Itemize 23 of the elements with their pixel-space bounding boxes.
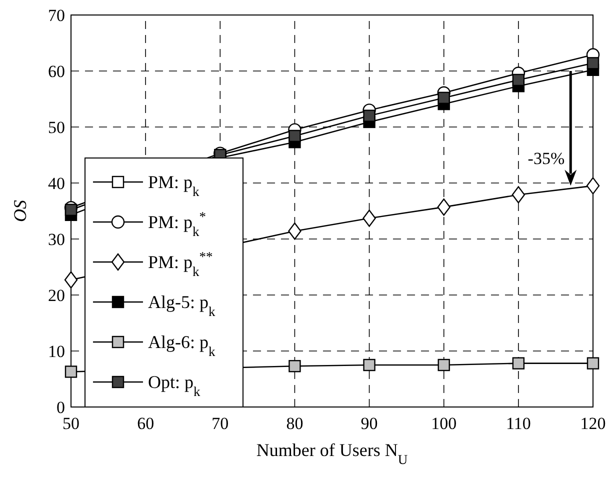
x-axis-title: Number of Users N$_{U}$: [256, 440, 408, 466]
x-tick-label: 70: [212, 414, 229, 433]
annotation: -35%: [528, 148, 565, 168]
legend-label: Alg-6: p$_{k}$: [148, 332, 216, 358]
x-tick-label: 110: [506, 414, 531, 433]
x-tick-label: 60: [137, 414, 154, 433]
y-tick-label: 70: [48, 6, 65, 25]
y-tick-label: 40: [48, 174, 65, 193]
y-tick-label: 50: [48, 118, 65, 137]
y-tick-label: 30: [48, 230, 65, 249]
y-tick-label: 10: [48, 342, 65, 361]
y-tick-label: 20: [48, 286, 65, 305]
legend-label: PM: p$_{k}$: [148, 172, 200, 198]
legend-label: Opt: p$_{k}$: [148, 372, 201, 398]
x-tick-label: 80: [286, 414, 304, 433]
y-tick-label: 60: [48, 62, 65, 81]
legend-label: Alg-5: p$_{k}$: [148, 292, 216, 318]
y-tick-label: 0: [56, 398, 65, 417]
x-tick-label: 100: [431, 414, 457, 433]
x-tick-label: 50: [62, 414, 80, 433]
y-axis-title: OS: [10, 200, 30, 222]
x-tick-label: 90: [360, 414, 378, 433]
x-tick-label: 120: [580, 414, 606, 433]
